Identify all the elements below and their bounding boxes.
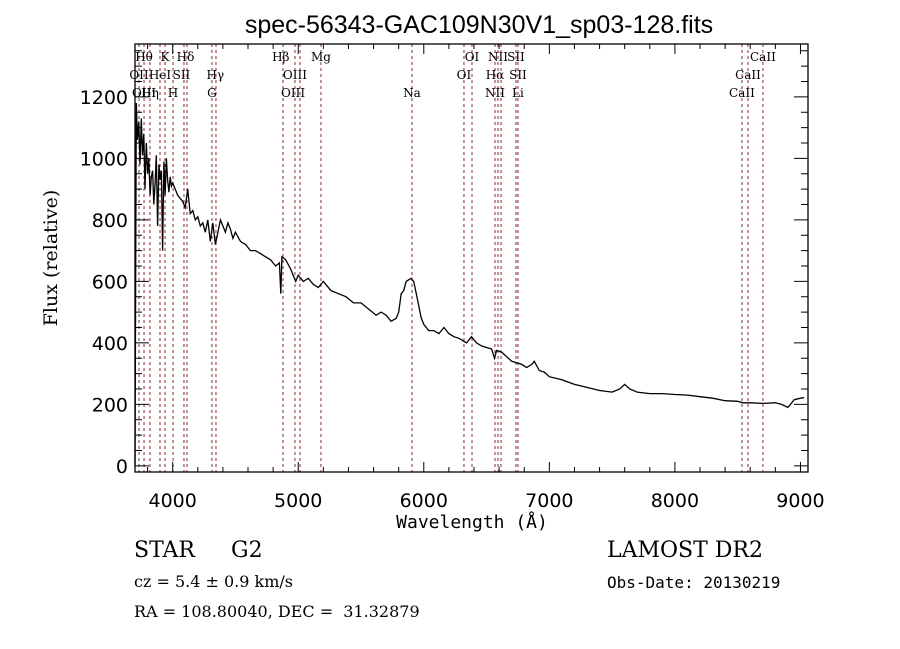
x-axis-ticks: 4000 5000 6000 7000 8000 9000 [147, 44, 825, 512]
y-tick-label: 200 [92, 394, 128, 416]
spectral-line-label: Na [403, 86, 421, 100]
spectral-line-label: OII [129, 68, 149, 82]
x-tick-label: 9000 [776, 490, 824, 512]
spectral-line-label: SII [507, 50, 525, 64]
y-tick-label: 800 [92, 210, 128, 232]
coordinates-text: RA = 108.80040, DEC = 31.32879 [134, 602, 420, 621]
spectral-line-label: K [161, 50, 171, 64]
y-tick-label: 1000 [80, 148, 128, 170]
spectral-line-labels: OIIHθOIIIHηHeIKHSIIHδHγGHβOIIIOIIIMgNaOI… [129, 50, 776, 100]
spectrum-line [134, 102, 805, 466]
spectral-line-label: G [207, 86, 217, 100]
object-class-row: STAR G2 [134, 538, 263, 563]
spectral-line-label: SII [173, 68, 191, 82]
x-tick-label: 5000 [274, 490, 322, 512]
y-axis-ticks: 0 200 400 600 800 1000 1200 [80, 50, 808, 478]
y-tick-label: 600 [92, 271, 128, 293]
spectral-line-label: Hα [486, 68, 505, 82]
spectral-line-label: OIII [281, 86, 305, 100]
spectral-line-label: Li [512, 86, 524, 100]
spectral-line-label: Hη [141, 86, 159, 100]
spectral-line-label: H [168, 86, 178, 100]
y-tick-label: 1200 [80, 87, 128, 109]
spectral-line-label: Mg [311, 50, 331, 64]
x-tick-label: 4000 [148, 490, 196, 512]
spectral-line-label: Hθ [135, 50, 153, 64]
spectral-line-label: NII [488, 50, 508, 64]
spectral-line-label: OI [465, 50, 480, 64]
x-tick-label: 8000 [651, 490, 699, 512]
spectral-line-markers [138, 44, 764, 472]
spectral-line-label: Hβ [272, 50, 289, 64]
redshift-text: cz = 5.4 ± 0.9 km/s [134, 572, 293, 591]
spectral-line-label: NII [485, 86, 505, 100]
chart-title: spec-56343-GAC109N30V1_sp03-128.fits [245, 11, 713, 39]
spectral-line-label: OIII [283, 68, 307, 82]
spectral-line-label: CaII [735, 68, 761, 82]
plot-frame [134, 43, 809, 473]
spectral-line-label: CaII [750, 50, 776, 64]
y-tick-label: 0 [116, 456, 128, 478]
y-axis-label: Flux (relative) [40, 190, 62, 327]
x-tick-label: 6000 [400, 490, 448, 512]
spectral-line-label: CaII [729, 86, 755, 100]
x-axis-label: Wavelength (Å) [396, 511, 548, 533]
x-tick-label: 7000 [525, 490, 573, 512]
spectrum-series [134, 102, 805, 466]
y-tick-label: 400 [92, 333, 128, 355]
spectral-line-label: Hδ [177, 50, 195, 64]
survey-name: LAMOST DR2 [607, 538, 763, 563]
object-class: STAR [134, 538, 195, 563]
spectral-line-label: OI [457, 68, 472, 82]
observation-date: Obs-Date: 20130219 [607, 573, 781, 592]
spectral-line-label: SII [509, 68, 527, 82]
object-subclass: G2 [231, 538, 263, 563]
spectral-line-label: Hγ [207, 68, 225, 82]
spectral-line-label: HeI [149, 68, 172, 82]
